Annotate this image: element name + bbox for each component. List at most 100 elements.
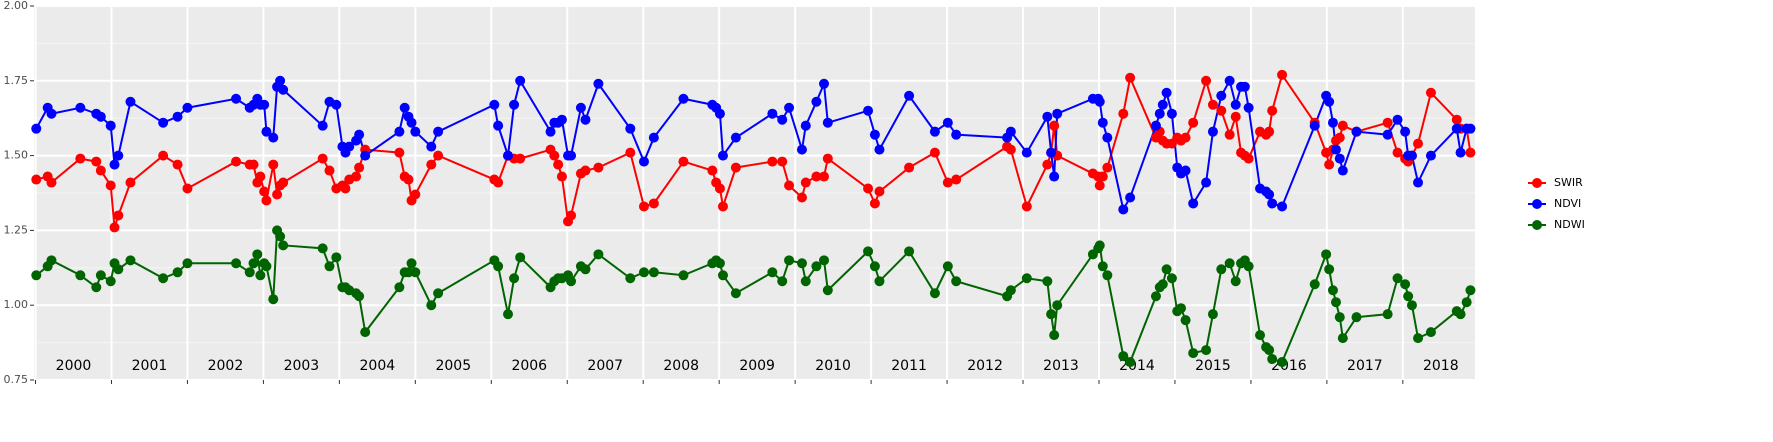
year-label: 2018 [1423,358,1459,374]
data-point [1425,150,1436,161]
data-point [1201,177,1212,188]
year-label: 2006 [511,358,547,374]
data-point [360,327,371,338]
data-point [1166,273,1177,284]
data-point [714,258,725,269]
data-point [874,186,885,197]
data-point [426,300,437,311]
data-point [707,165,718,176]
data-point [410,189,421,200]
data-point [182,258,193,269]
data-point [172,267,183,278]
data-point [182,183,193,194]
data-point [874,276,885,287]
data-point [678,93,689,104]
data-point [1400,126,1411,137]
data-point [105,180,116,191]
data-point [1413,138,1424,149]
data-point [503,309,514,320]
data-point [545,126,556,137]
data-point [678,270,689,281]
data-point [951,276,962,287]
data-point [863,105,874,116]
data-point [1451,114,1462,125]
year-label: 2002 [208,358,244,374]
data-point [172,159,183,170]
data-point [1118,204,1129,215]
data-point [259,186,270,197]
data-point [1243,261,1254,272]
data-point [1406,150,1417,161]
data-point [255,270,266,281]
data-point [394,126,405,137]
data-point [1097,171,1108,182]
data-point [822,285,833,296]
data-point [278,240,289,251]
data-point [1180,315,1191,326]
data-point [109,159,120,170]
data-point [1330,297,1341,308]
data-point [403,174,414,185]
data-point [1337,120,1348,131]
data-point [777,114,788,125]
legend-label: SWIR [1554,176,1583,189]
data-point [625,123,636,134]
data-point [1005,144,1016,155]
year-label: 2012 [967,358,1003,374]
data-point [777,276,788,287]
data-point [1207,309,1218,320]
data-point [113,150,124,161]
data-point [553,159,564,170]
data-point [1267,105,1278,116]
year-label: 2001 [132,358,168,374]
data-point [231,156,242,167]
data-point [811,96,822,107]
data-point [354,291,365,302]
data-point [158,117,169,128]
legend-key-point [1532,178,1542,188]
data-point [1455,147,1466,158]
data-point [1176,303,1187,314]
data-point [1324,159,1335,170]
data-point [730,132,741,143]
data-point [549,150,560,161]
data-point [1267,198,1278,209]
data-point [1188,198,1199,209]
data-point [556,114,567,125]
data-point [113,210,124,221]
data-point [1413,333,1424,344]
data-point [158,150,169,161]
data-point [904,246,915,257]
data-point [800,120,811,131]
data-point [648,132,659,143]
data-point [394,282,405,293]
data-point [1327,117,1338,128]
data-point [580,264,591,275]
data-point [433,126,444,137]
data-point [493,261,504,272]
data-point [324,165,335,176]
data-point [1046,147,1057,158]
data-point [1351,126,1362,137]
y-tick-label: 2.00 [4,0,29,12]
data-point [493,120,504,131]
year-label: 2004 [360,358,396,374]
data-point [1382,129,1393,140]
year-label: 2005 [435,358,471,374]
data-point [182,102,193,113]
data-point [1094,240,1105,251]
data-point [1255,330,1266,341]
data-point [1161,264,1172,275]
data-point [317,243,328,254]
data-point [1334,312,1345,323]
legend-label: NDWI [1554,218,1585,231]
data-point [1207,126,1218,137]
data-point [509,273,520,284]
data-point [426,159,437,170]
data-point [360,150,371,161]
data-point [638,156,649,167]
data-point [1392,147,1403,158]
data-point [433,288,444,299]
data-point [648,267,659,278]
